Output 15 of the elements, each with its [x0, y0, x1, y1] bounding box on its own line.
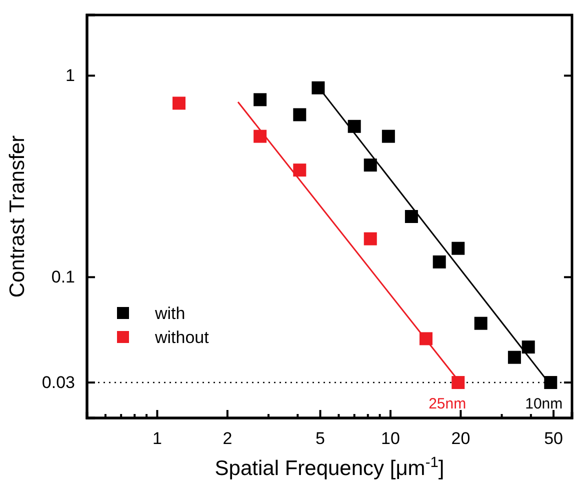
x-tick-label: 10 [381, 429, 400, 448]
x-axis-title: Spatial Frequency [μm$^{-1}$] [214, 455, 444, 480]
y-tick-label: 0.03 [42, 372, 75, 392]
x-tick-label: 50 [544, 429, 563, 448]
annotation: 10nm [525, 396, 563, 413]
x-tick-label: 5 [316, 429, 325, 448]
y-axis-title: Contrast Transfer [6, 135, 29, 298]
y-tick-label: 1 [66, 66, 75, 86]
x-tick-label: 20 [451, 429, 470, 448]
y-tick-label: 0.1 [51, 268, 75, 287]
x-tick-label: 1 [152, 429, 162, 448]
annotation: 25nm [428, 396, 466, 413]
legend-label: with [154, 304, 186, 323]
x-tick-label: 2 [222, 429, 232, 448]
legend-label: without [154, 328, 210, 347]
